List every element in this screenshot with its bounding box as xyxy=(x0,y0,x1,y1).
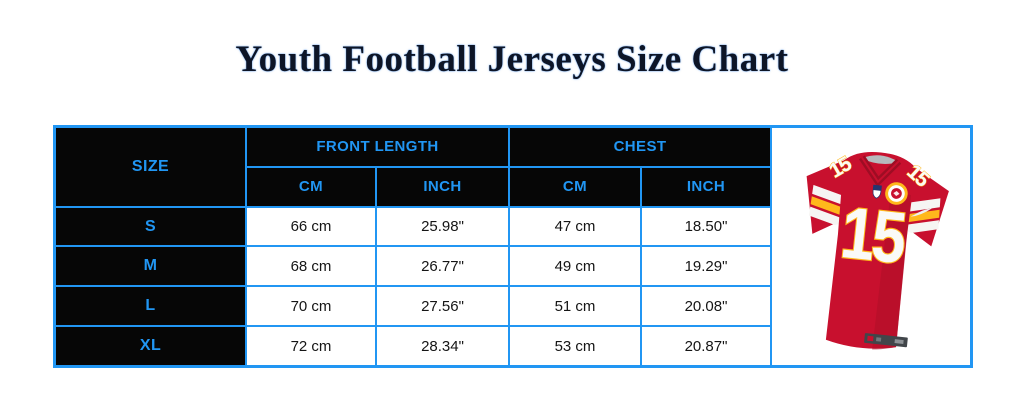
column-header-chest: CHEST xyxy=(510,128,770,166)
cell-m-front-inch: 26.77" xyxy=(377,247,508,286)
cell-s-front-inch: 25.98" xyxy=(377,207,508,246)
nfl-shield-logo xyxy=(872,184,882,199)
subheader-front-length-inch: INCH xyxy=(377,167,508,206)
cell-s-chest-inch: 18.50" xyxy=(642,207,770,246)
team-patch xyxy=(885,182,908,205)
jersey-side-shade xyxy=(872,192,912,350)
cell-l-front-inch: 27.56" xyxy=(377,287,508,326)
cell-xl-chest-inch: 20.87" xyxy=(642,327,770,365)
subheader-front-length-cm: CM xyxy=(247,167,375,206)
jersey-inner-collar xyxy=(861,155,899,164)
row-label-size-xl: XL xyxy=(56,327,245,365)
cell-xl-front-cm: 72 cm xyxy=(247,327,375,365)
row-label-size-m: M xyxy=(56,247,245,286)
subheader-chest-cm: CM xyxy=(510,167,640,206)
column-header-size: SIZE xyxy=(56,128,245,206)
cell-s-front-cm: 66 cm xyxy=(247,207,375,246)
subheader-chest-inch: INCH xyxy=(642,167,770,206)
cell-m-front-cm: 68 cm xyxy=(247,247,375,286)
cell-m-chest-cm: 49 cm xyxy=(510,247,640,286)
page-title: Youth Football Jerseys Size Chart xyxy=(235,39,789,80)
row-label-size-l: L xyxy=(56,287,245,326)
column-header-front-length: FRONT LENGTH xyxy=(247,128,508,166)
jersey-v-neck-trim xyxy=(860,156,900,184)
cell-l-chest-cm: 51 cm xyxy=(510,287,640,326)
cell-l-front-cm: 70 cm xyxy=(247,287,375,326)
jersey-image-cell: 15 15 xyxy=(772,128,970,365)
jersey-product-image: 15 15 xyxy=(795,152,950,350)
size-chart-table: SIZE FRONT LENGTH CHEST xyxy=(53,125,973,368)
jock-tag xyxy=(864,333,908,348)
svg-text:15: 15 xyxy=(837,192,909,279)
cell-m-chest-inch: 19.29" xyxy=(642,247,770,286)
row-label-size-s: S xyxy=(56,207,245,246)
front-number: 15 xyxy=(836,191,910,281)
cell-xl-chest-cm: 53 cm xyxy=(510,327,640,365)
nike-swoosh-icon xyxy=(910,208,933,217)
cell-s-chest-cm: 47 cm xyxy=(510,207,640,246)
cell-l-chest-inch: 20.08" xyxy=(642,287,770,326)
cell-xl-front-inch: 28.34" xyxy=(377,327,508,365)
